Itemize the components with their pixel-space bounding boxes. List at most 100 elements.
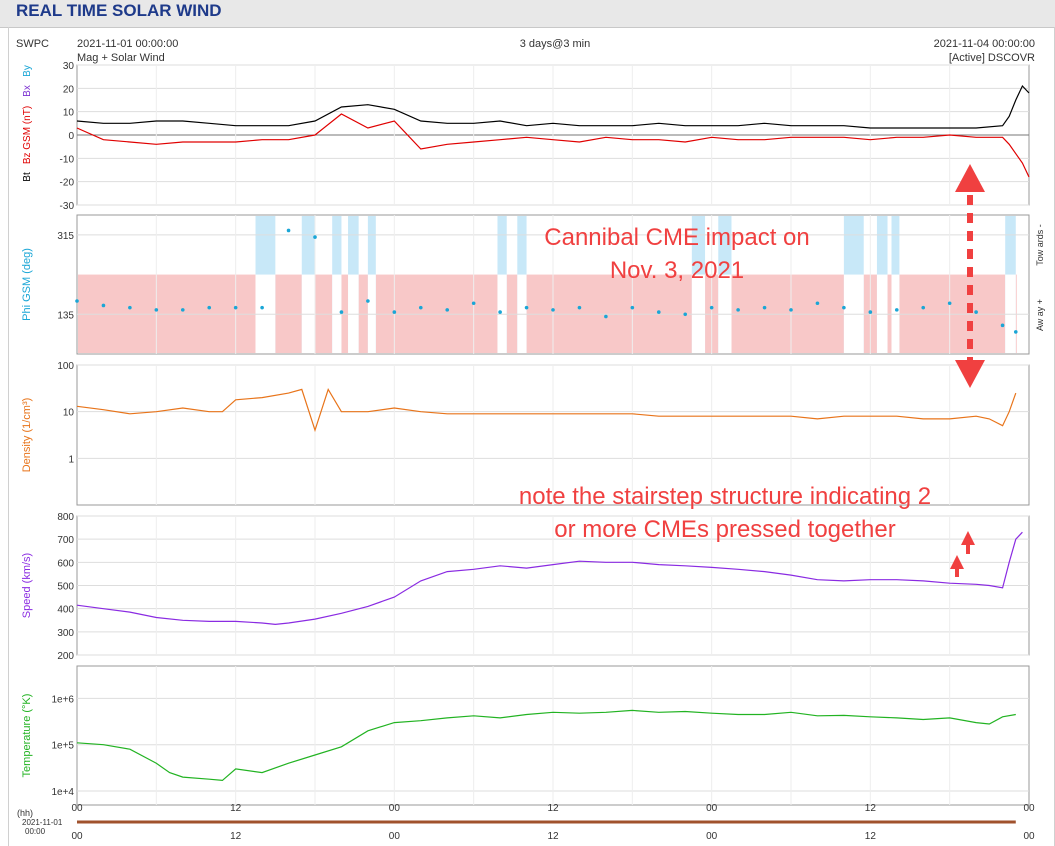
data-point [260,305,264,310]
series-line [76,709,1016,782]
y-tick-label: 500 [57,582,74,593]
panel-magnetic-field: 30 20 10 0 -10 -20 -30 Bt Bz GSM (nT) Bx By [22,61,1030,212]
time-tick-label-bottom: 12 [230,831,242,842]
source-label: SWPC [16,38,49,50]
y-tick-label: 1e+4 [51,787,74,798]
y-label-group: Phi GSM (deg) [21,248,33,321]
y-tick-label: 315 [57,231,74,242]
time-label: 00:00 [25,827,46,836]
y-label-group: Density (1/cm³) [21,398,33,473]
data-point [180,308,185,312]
data-point [709,305,714,310]
series-line [76,84,1030,129]
data-point [445,308,450,312]
y-tick-label: 700 [57,535,74,546]
data-point [974,310,978,314]
right-label: Aw ay + [1035,299,1045,331]
arrow-head-down [955,360,985,388]
data-point [313,235,317,239]
stairstep-annotation-line1: note the stairstep structure indicating … [519,483,931,510]
data-point [815,301,820,306]
time-tick-label-top: 00 [389,803,401,814]
data-point [842,305,846,310]
small-arrow-head [961,531,975,545]
data-point [128,305,132,310]
time-tick-label-bottom: 12 [865,831,877,842]
y-label: Bx [22,85,33,97]
y-label-group: Bt Bz GSM (nT) Bx By [22,65,33,182]
page-title: REAL TIME SOLAR WIND [16,1,222,20]
data-point [101,303,106,308]
series-line [76,387,1017,433]
data-point [789,308,793,312]
time-tick-label-bottom: 00 [1023,831,1035,842]
solar-wind-chart: SWPC 2021-11-01 00:00:00 Mag + Solar Win… [16,38,1045,842]
data-point [418,305,423,310]
y-label: Speed (km/s) [21,553,33,618]
data-point [630,305,635,310]
data-point [471,301,476,306]
data-point [947,301,952,306]
y-tick-label: 100 [57,361,74,372]
panel-temperature: 1e+6 1e+5 1e+4 Temperature (°K) [21,665,1030,806]
y-tick-label: -10 [60,154,75,165]
data-point [524,305,529,310]
stairstep-annotation-line2: or more CMEs pressed together [554,516,895,543]
time-tick-label-top: 12 [547,803,559,814]
data-point [366,299,370,303]
time-tick-label-top: 00 [706,803,718,814]
y-tick-label: 1 [68,454,74,465]
data-point [392,310,397,314]
data-point [339,310,344,314]
y-label: By [22,65,33,77]
series-line [76,113,1030,178]
time-tick-label-top: 12 [865,803,877,814]
data-point [286,228,291,233]
time-tick-label-bottom: 00 [706,831,718,842]
series-line [76,531,1023,626]
panel-speed: 800 700 600 500 400 300 200 Speed (km/s) [21,512,1030,662]
data-point [604,314,608,319]
panel-phi: 315 135 Phi GSM (deg) Tow ards - Aw ay + [21,214,1045,355]
y-tick-label: -30 [60,201,75,212]
right-label-group: Aw ay + [1035,299,1045,331]
y-label: Bz GSM (nT) [22,106,33,164]
data-point [1000,323,1005,328]
data-point [736,308,740,312]
data-point [921,305,926,310]
y-label: Temperature (°K) [21,694,33,778]
data-point [577,305,582,310]
y-tick-label: 10 [63,108,75,119]
data-point [894,308,899,312]
y-tick-label: 30 [63,61,75,72]
data-point [551,308,555,312]
end-time: 2021-11-04 00:00:00 [934,38,1035,50]
data-point [683,312,688,317]
y-label: Phi GSM (deg) [21,248,33,321]
y-label: Bt [22,172,33,182]
y-label-group: Speed (km/s) [21,553,33,618]
data-point [233,305,238,310]
right-label: Tow ards - [1035,224,1045,266]
cme-annotation-line1: Cannibal CME impact on [544,224,809,251]
y-tick-label: 600 [57,558,74,569]
arrow-head-up [955,164,985,192]
start-time: 2021-11-01 00:00:00 [77,38,178,50]
y-tick-label: 1e+6 [51,694,74,705]
time-axis: (hh) 2021-11-01 00:00 00 00 12 12 00 00 12 12 00… [17,803,1035,842]
info-header: SWPC 2021-11-01 00:00:00 Mag + Solar Win… [16,38,1035,64]
small-arrow-head [950,555,964,569]
cme-annotation-line2: Nov. 3, 2021 [610,257,744,284]
time-tick-label-top: 12 [230,803,242,814]
data-point [656,310,661,314]
time-tick-label-bottom: 12 [547,831,559,842]
annotation-arrows [950,164,985,577]
subtitle: Mag + Solar Wind [77,52,165,64]
data-point [868,310,873,314]
y-tick-label: 400 [57,605,74,616]
time-tick-label-bottom: 00 [389,831,401,842]
spacecraft: [Active] DSCOVR [949,52,1035,64]
data-point [75,299,79,303]
date-label: 2021-11-01 [22,818,63,827]
